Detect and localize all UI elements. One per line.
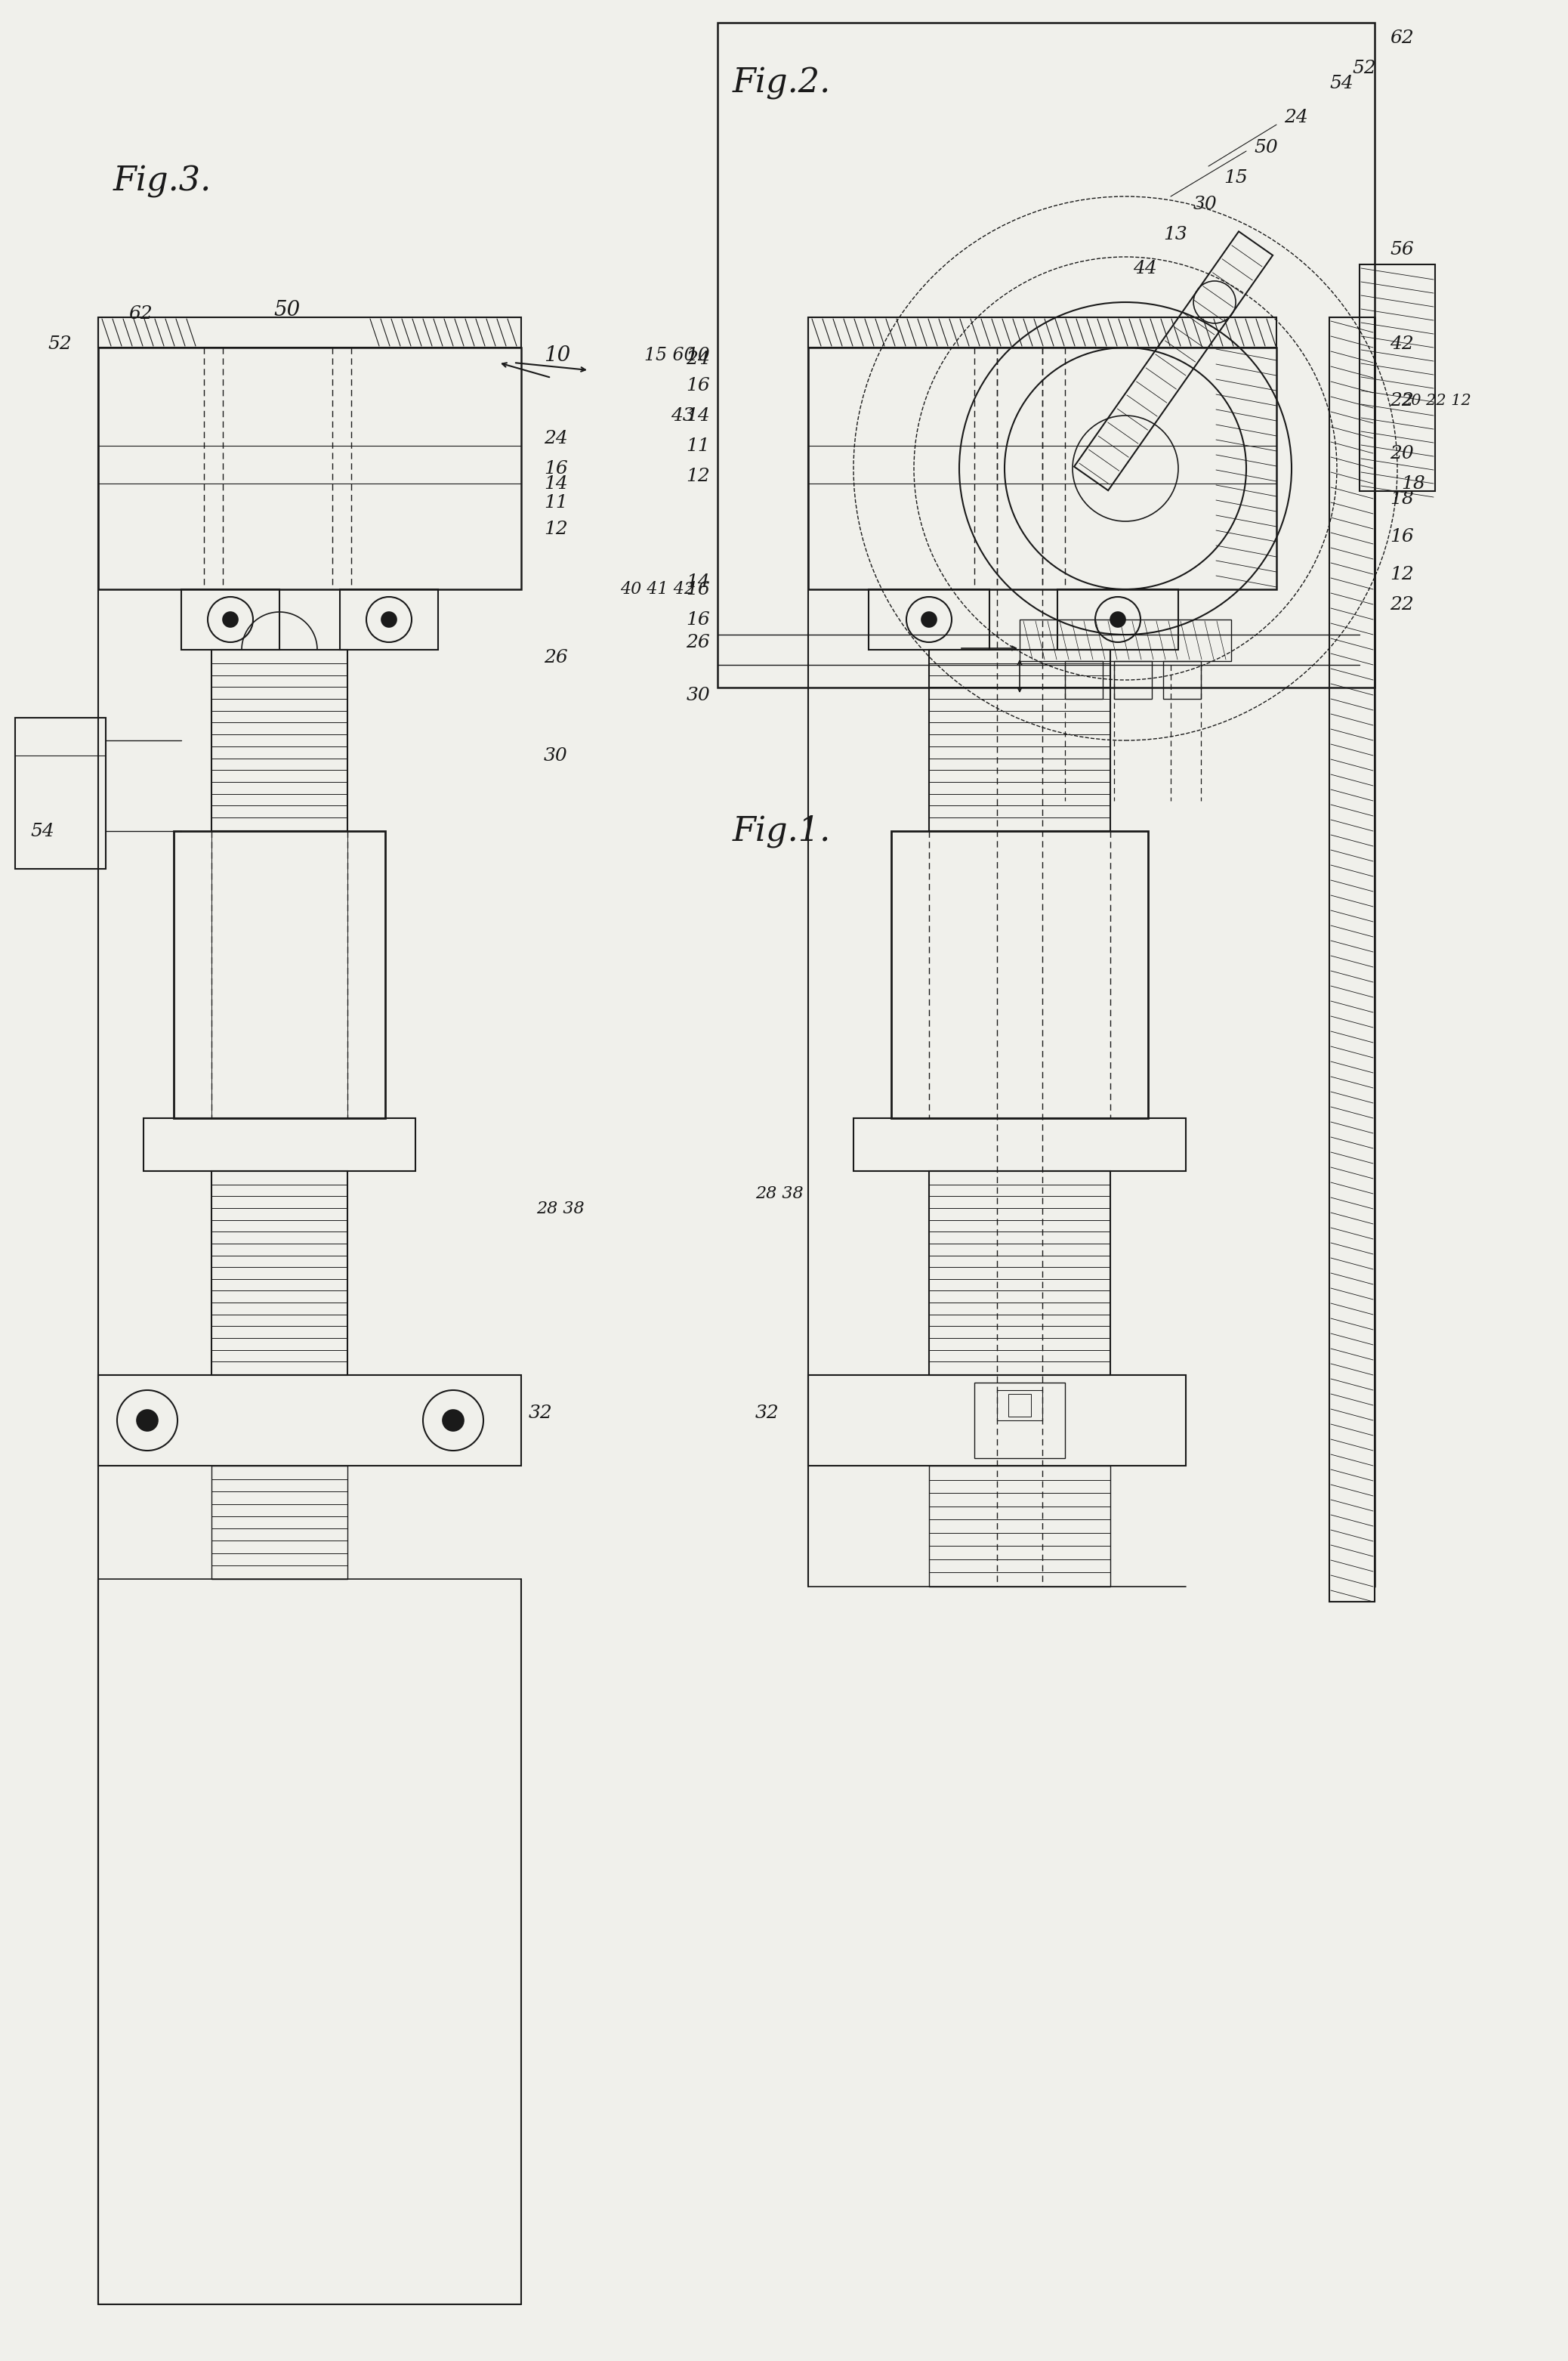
Bar: [1019, 619, 1231, 661]
Text: 18: 18: [1402, 475, 1425, 491]
Bar: [718, 24, 1375, 687]
Text: 43: 43: [671, 406, 695, 425]
Bar: [212, 1466, 348, 1580]
Bar: [997, 1391, 1043, 1421]
Bar: [928, 649, 1110, 831]
Bar: [1008, 1393, 1032, 1417]
Text: 24: 24: [544, 430, 568, 446]
Text: 26: 26: [544, 649, 568, 666]
Circle shape: [1110, 611, 1126, 628]
Text: 10: 10: [544, 345, 571, 366]
Text: 30: 30: [544, 746, 568, 765]
Text: 16: 16: [1389, 529, 1414, 545]
Circle shape: [381, 611, 397, 628]
Bar: [99, 1374, 521, 1466]
Text: 11: 11: [687, 437, 710, 453]
Text: 44: 44: [1134, 260, 1157, 276]
Text: 30: 30: [1193, 196, 1217, 212]
Text: 32: 32: [756, 1405, 779, 1421]
Text: 13: 13: [1163, 227, 1187, 243]
Text: 24: 24: [1284, 109, 1308, 125]
Text: 10: 10: [687, 347, 710, 364]
Text: 14: 14: [687, 574, 710, 590]
Circle shape: [136, 1410, 158, 1431]
Bar: [891, 831, 1148, 1119]
Text: 16: 16: [687, 581, 710, 597]
Bar: [174, 831, 386, 1119]
Circle shape: [223, 611, 238, 628]
Bar: [974, 1384, 1065, 1459]
Bar: [928, 1466, 1110, 1587]
Bar: [99, 347, 521, 590]
Text: 12: 12: [1389, 567, 1414, 583]
Text: 16: 16: [544, 460, 568, 477]
Bar: [99, 316, 521, 347]
Bar: [212, 649, 348, 831]
Text: 28 38: 28 38: [536, 1199, 585, 1218]
Text: 14: 14: [687, 406, 710, 425]
Text: 28 38: 28 38: [756, 1185, 803, 1202]
Text: 62: 62: [1389, 28, 1414, 47]
Bar: [212, 1171, 348, 1374]
Text: Fig.2.: Fig.2.: [732, 66, 831, 99]
Text: 15 60: 15 60: [644, 347, 695, 364]
Text: 56: 56: [1389, 241, 1414, 257]
Text: 18: 18: [1389, 491, 1414, 508]
Text: 52: 52: [1352, 59, 1377, 76]
Bar: [1057, 590, 1178, 649]
Bar: [808, 316, 1276, 347]
Bar: [1163, 661, 1201, 699]
Text: 12: 12: [687, 467, 710, 484]
Bar: [1330, 316, 1375, 1601]
Text: 52: 52: [47, 335, 72, 352]
Text: 62: 62: [129, 305, 152, 321]
Bar: [1115, 661, 1152, 699]
Text: 12: 12: [544, 519, 568, 538]
Text: 16: 16: [687, 378, 710, 394]
Bar: [808, 347, 1276, 590]
Bar: [869, 590, 989, 649]
Text: 16: 16: [687, 611, 710, 628]
Text: 54: 54: [30, 822, 55, 841]
Text: 11: 11: [544, 493, 568, 510]
Text: 22: 22: [1389, 392, 1414, 408]
Circle shape: [922, 611, 936, 628]
Text: 32: 32: [528, 1405, 552, 1421]
Text: 26: 26: [687, 633, 710, 652]
Bar: [928, 1171, 1110, 1374]
Bar: [340, 590, 437, 649]
Bar: [1065, 661, 1102, 699]
Circle shape: [442, 1410, 464, 1431]
Text: 15: 15: [1223, 170, 1248, 187]
Text: 20 22 12: 20 22 12: [1402, 394, 1471, 408]
Text: 50: 50: [1254, 139, 1278, 156]
Text: 24: 24: [687, 349, 710, 368]
Bar: [853, 1119, 1185, 1171]
Text: 20: 20: [1389, 444, 1414, 463]
Bar: [16, 718, 105, 869]
Text: 42: 42: [1389, 335, 1414, 352]
Bar: [144, 1119, 416, 1171]
Text: 54: 54: [1330, 76, 1353, 92]
Text: 30: 30: [687, 687, 710, 704]
Text: 22: 22: [1389, 595, 1414, 614]
Bar: [182, 590, 279, 649]
Text: 40 41 42: 40 41 42: [619, 581, 695, 597]
Bar: [808, 1374, 1185, 1466]
Text: Fig.3.: Fig.3.: [113, 165, 212, 198]
Text: Fig.1.: Fig.1.: [732, 815, 831, 848]
Bar: [1359, 264, 1435, 491]
Text: 14: 14: [544, 475, 568, 491]
Text: 50: 50: [274, 300, 301, 321]
